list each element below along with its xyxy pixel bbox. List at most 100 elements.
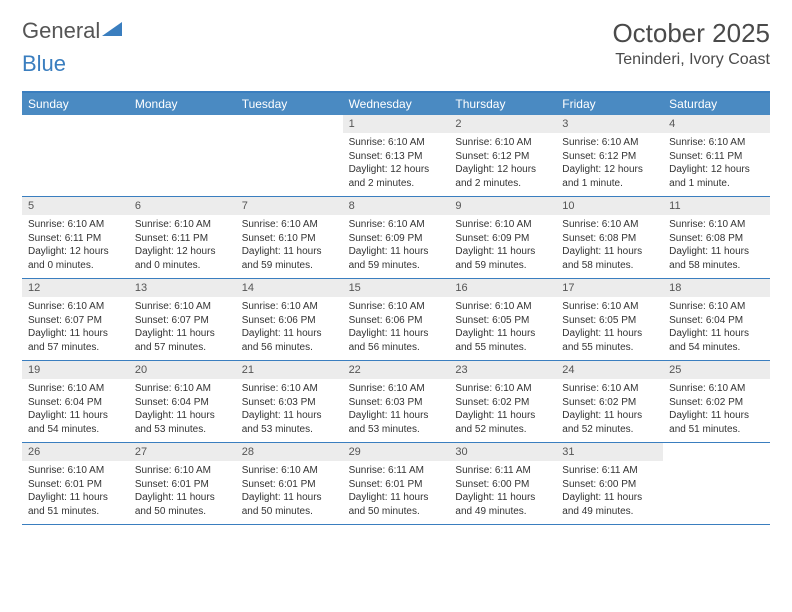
sunrise-text: Sunrise: 6:10 AM [349,218,444,232]
month-title: October 2025 [612,18,770,49]
day-number: 21 [236,361,343,379]
sunset-text: Sunset: 6:00 PM [455,478,550,492]
day-cell [129,115,236,196]
day-cell: 17Sunrise: 6:10 AMSunset: 6:05 PMDayligh… [556,279,663,360]
day-info: Sunrise: 6:10 AMSunset: 6:07 PMDaylight:… [129,297,236,360]
day-cell: 11Sunrise: 6:10 AMSunset: 6:08 PMDayligh… [663,197,770,278]
sunset-text: Sunset: 6:02 PM [669,396,764,410]
day-cell: 2Sunrise: 6:10 AMSunset: 6:12 PMDaylight… [449,115,556,196]
sunrise-text: Sunrise: 6:10 AM [135,464,230,478]
day-number [129,115,236,121]
daylight-text: Daylight: 11 hours and 56 minutes. [349,327,444,354]
day-info: Sunrise: 6:10 AMSunset: 6:11 PMDaylight:… [22,215,129,278]
day-number: 27 [129,443,236,461]
day-cell: 31Sunrise: 6:11 AMSunset: 6:00 PMDayligh… [556,443,663,524]
day-info: Sunrise: 6:10 AMSunset: 6:03 PMDaylight:… [236,379,343,442]
brand-part2: Blue [22,51,66,76]
day-cell: 9Sunrise: 6:10 AMSunset: 6:09 PMDaylight… [449,197,556,278]
sunset-text: Sunset: 6:04 PM [135,396,230,410]
weekday-wednesday: Wednesday [343,93,450,115]
day-number: 11 [663,197,770,215]
day-number: 12 [22,279,129,297]
sunrise-text: Sunrise: 6:10 AM [669,382,764,396]
sunrise-text: Sunrise: 6:10 AM [135,218,230,232]
location-label: Teninderi, Ivory Coast [612,51,770,69]
daylight-text: Daylight: 11 hours and 59 minutes. [242,245,337,272]
day-cell: 19Sunrise: 6:10 AMSunset: 6:04 PMDayligh… [22,361,129,442]
sunset-text: Sunset: 6:05 PM [562,314,657,328]
sunset-text: Sunset: 6:04 PM [28,396,123,410]
brand-logo: General [22,18,126,44]
daylight-text: Daylight: 11 hours and 51 minutes. [669,409,764,436]
day-info: Sunrise: 6:11 AMSunset: 6:01 PMDaylight:… [343,461,450,524]
day-number: 26 [22,443,129,461]
day-number: 6 [129,197,236,215]
sunrise-text: Sunrise: 6:10 AM [28,300,123,314]
day-number: 4 [663,115,770,133]
day-number: 8 [343,197,450,215]
day-cell: 4Sunrise: 6:10 AMSunset: 6:11 PMDaylight… [663,115,770,196]
sunset-text: Sunset: 6:11 PM [135,232,230,246]
day-info: Sunrise: 6:10 AMSunset: 6:04 PMDaylight:… [22,379,129,442]
sunrise-text: Sunrise: 6:11 AM [349,464,444,478]
day-number: 19 [22,361,129,379]
sunset-text: Sunset: 6:09 PM [455,232,550,246]
day-cell: 30Sunrise: 6:11 AMSunset: 6:00 PMDayligh… [449,443,556,524]
sunrise-text: Sunrise: 6:10 AM [242,464,337,478]
day-number: 9 [449,197,556,215]
day-number: 15 [343,279,450,297]
logo-triangle-icon [102,20,124,43]
week-row: 19Sunrise: 6:10 AMSunset: 6:04 PMDayligh… [22,361,770,443]
day-info: Sunrise: 6:10 AMSunset: 6:02 PMDaylight:… [663,379,770,442]
day-cell [236,115,343,196]
sunset-text: Sunset: 6:01 PM [28,478,123,492]
daylight-text: Daylight: 12 hours and 2 minutes. [455,163,550,190]
daylight-text: Daylight: 11 hours and 49 minutes. [562,491,657,518]
daylight-text: Daylight: 11 hours and 51 minutes. [28,491,123,518]
sunset-text: Sunset: 6:06 PM [242,314,337,328]
sunrise-text: Sunrise: 6:10 AM [562,136,657,150]
day-number: 3 [556,115,663,133]
sunset-text: Sunset: 6:07 PM [135,314,230,328]
day-info: Sunrise: 6:10 AMSunset: 6:09 PMDaylight:… [343,215,450,278]
daylight-text: Daylight: 11 hours and 50 minutes. [349,491,444,518]
day-number: 28 [236,443,343,461]
daylight-text: Daylight: 11 hours and 53 minutes. [242,409,337,436]
sunrise-text: Sunrise: 6:10 AM [669,136,764,150]
daylight-text: Daylight: 11 hours and 52 minutes. [455,409,550,436]
sunrise-text: Sunrise: 6:10 AM [135,300,230,314]
day-number [663,443,770,449]
day-cell: 27 Sunrise: 6:10 AMSunset: 6:01 PMDayligh… [129,443,236,524]
sunrise-text: Sunrise: 6:10 AM [562,382,657,396]
daylight-text: Daylight: 11 hours and 54 minutes. [28,409,123,436]
day-info: Sunrise: 6:10 AMSunset: 6:04 PMDaylight:… [129,379,236,442]
day-number: 24 [556,361,663,379]
weeks-container: 1Sunrise: 6:10 AMSunset: 6:13 PMDaylight… [22,115,770,525]
sunset-text: Sunset: 6:11 PM [28,232,123,246]
sunset-text: Sunset: 6:01 PM [135,478,230,492]
daylight-text: Daylight: 11 hours and 56 minutes. [242,327,337,354]
day-cell: 25Sunrise: 6:10 AMSunset: 6:02 PMDayligh… [663,361,770,442]
day-cell: 12Sunrise: 6:10 AMSunset: 6:07 PMDayligh… [22,279,129,360]
day-cell: 26Sunrise: 6:10 AMSunset: 6:01 PMDayligh… [22,443,129,524]
daylight-text: Daylight: 11 hours and 59 minutes. [349,245,444,272]
day-number: 29 [343,443,450,461]
daylight-text: Daylight: 11 hours and 50 minutes. [135,491,230,518]
sunrise-text: Sunrise: 6:10 AM [349,382,444,396]
day-info: Sunrise: 6:10 AMSunset: 6:11 PMDaylight:… [129,215,236,278]
daylight-text: Daylight: 12 hours and 0 minutes. [135,245,230,272]
sunrise-text: Sunrise: 6:10 AM [242,300,337,314]
day-number: 14 [236,279,343,297]
day-info: Sunrise: 6:10 AMSunset: 6:06 PMDaylight:… [343,297,450,360]
sunrise-text: Sunrise: 6:10 AM [349,136,444,150]
day-number: 2 [449,115,556,133]
day-cell: 16Sunrise: 6:10 AMSunset: 6:05 PMDayligh… [449,279,556,360]
sunrise-text: Sunrise: 6:10 AM [242,382,337,396]
sunrise-text: Sunrise: 6:10 AM [135,382,230,396]
daylight-text: Daylight: 11 hours and 58 minutes. [669,245,764,272]
day-info: Sunrise: 6:10 AMSunset: 6:10 PMDaylight:… [236,215,343,278]
day-number: 23 [449,361,556,379]
weekday-monday: Monday [129,93,236,115]
daylight-text: Daylight: 12 hours and 2 minutes. [349,163,444,190]
day-cell: 20Sunrise: 6:10 AMSunset: 6:04 PMDayligh… [129,361,236,442]
